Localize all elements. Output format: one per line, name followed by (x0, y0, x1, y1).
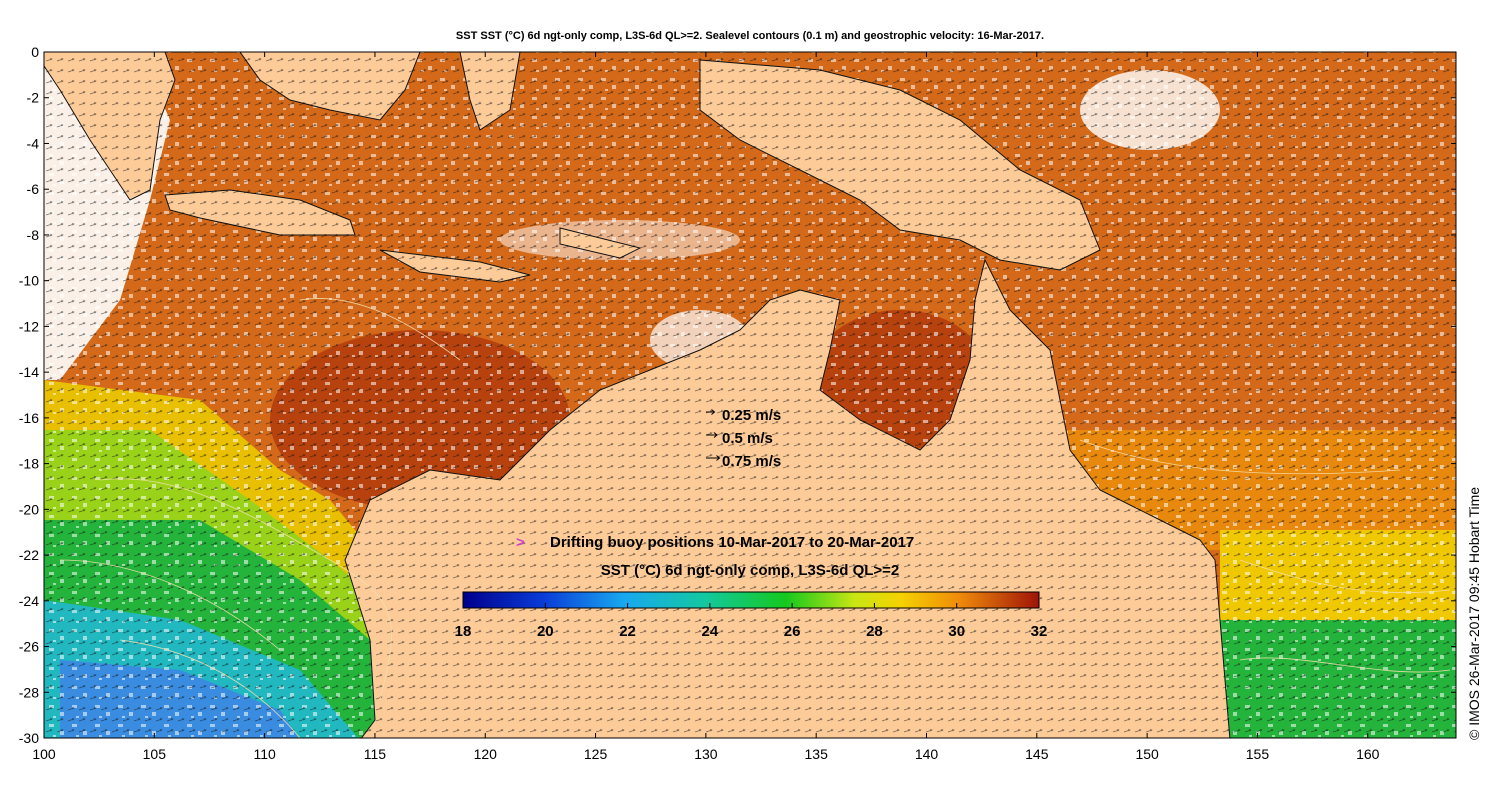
colorbar-ticks: 18 20 22 24 26 28 30 32 (455, 603, 1048, 640)
x-tick-label: 125 (584, 746, 608, 762)
y-tick-label: -26 (19, 639, 39, 655)
x-tick-label: 140 (915, 746, 939, 762)
x-tick-label: 115 (364, 746, 387, 762)
y-tick-label: -8 (27, 227, 40, 243)
colorbar-tick-label: 26 (784, 623, 801, 640)
velocity-arrow-sample (706, 409, 716, 415)
velocity-legend-label: 0.5 m/s (722, 430, 773, 447)
y-tick-label: -16 (19, 410, 39, 426)
x-axis: 100 105 110 115 120 125 130 135 140 145 150 155 160 (32, 52, 1380, 762)
map-plot-area (44, 52, 1456, 738)
buoy-symbol: > (516, 534, 525, 551)
y-tick-label: -24 (19, 593, 39, 609)
velocity-legend-label: 0.25 m/s (722, 407, 781, 424)
map-title: SST SST (°C) 6d ngt-only comp, L3S-6d QL… (455, 30, 1045, 42)
geostrophic-velocity-arrows (44, 52, 1456, 738)
x-tick-label: 150 (1135, 746, 1159, 762)
x-tick-label: 160 (1356, 746, 1380, 762)
colorbar-tick-label: 28 (866, 623, 883, 640)
y-tick-label: -28 (19, 684, 39, 700)
sealevel-contours (59, 298, 1451, 738)
x-tick-label: 155 (1246, 746, 1270, 762)
colorbar-tick-label: 20 (537, 623, 554, 640)
velocity-arrow-sample (706, 432, 718, 438)
y-tick-label: -12 (19, 318, 39, 334)
velocity-legend: 0.25 m/s 0.5 m/s 0.75 m/s (706, 407, 781, 470)
x-tick-label: 135 (805, 746, 829, 762)
y-tick-label: -10 (19, 273, 39, 289)
y-tick-label: -30 (19, 730, 39, 746)
y-axis: 0 -2 -4 -6 -8 -10 -12 -14 -16 -18 -20 -22 -24 -26 -28 -… (19, 44, 1456, 746)
colorbar-tick-label: 24 (702, 623, 719, 640)
velocity-arrow-sample (706, 455, 721, 461)
y-tick-label: -6 (27, 181, 40, 197)
y-tick-label: -22 (19, 547, 39, 563)
x-tick-label: 120 (474, 746, 498, 762)
x-tick-label: 100 (32, 746, 56, 762)
y-tick-label: -20 (19, 501, 39, 517)
y-tick-label: -14 (19, 364, 39, 380)
plot-frame (43, 51, 1457, 739)
y-tick-label: -2 (27, 90, 40, 106)
colorbar-tick-label: 18 (455, 623, 472, 640)
colorbar: SST (°C) 6d ngt-only comp, L3S-6d QL>=2 … (455, 562, 1048, 640)
y-tick-label: 0 (31, 44, 39, 60)
y-tick-label: -18 (19, 456, 39, 472)
y-tick-label: -4 (27, 135, 40, 151)
colorbar-title: SST (°C) 6d ngt-only comp, L3S-6d QL>=2 (601, 562, 900, 579)
x-tick-label: 110 (253, 746, 276, 762)
x-tick-label: 105 (143, 746, 167, 762)
colorbar-tick-label: 30 (948, 623, 965, 640)
imos-credit: © IMOS 26-Mar-2017 09:45 Hobart Time (1466, 486, 1482, 740)
colorbar-tick-label: 22 (619, 623, 636, 640)
buoy-legend: > Drifting buoy positions 10-Mar-2017 to… (516, 534, 914, 551)
x-tick-label: 130 (694, 746, 718, 762)
colorbar-gradient (462, 591, 1040, 609)
buoy-legend-label: Drifting buoy positions 10-Mar-2017 to 2… (550, 534, 914, 551)
x-tick-label: 145 (1025, 746, 1049, 762)
colorbar-tick-label: 32 (1031, 623, 1048, 640)
velocity-legend-label: 0.75 m/s (722, 453, 781, 470)
